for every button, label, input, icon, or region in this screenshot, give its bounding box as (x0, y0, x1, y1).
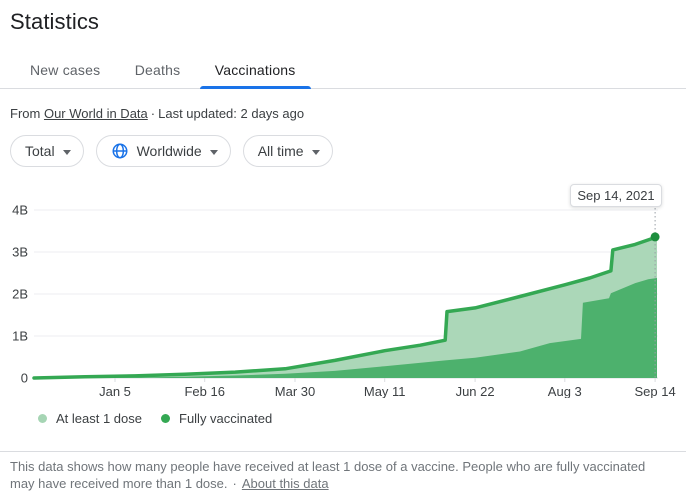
series-area-1 (34, 278, 657, 378)
series-area-0 (34, 236, 657, 378)
vaccination-chart[interactable]: 0 1B 2B 3B 4B Jan 5 Feb 16 Mar 30 May 11 Jun 22 Au… (0, 183, 686, 398)
y-axis-label: 1B (12, 329, 28, 344)
source-link[interactable]: Our World in Data (43, 106, 148, 121)
series-line-0 (32, 235, 659, 380)
footer-text: This data shows how many people have rec… (10, 458, 670, 492)
globe-icon (111, 142, 129, 160)
tab-vaccinations[interactable]: Vaccinations (199, 54, 311, 89)
x-axis-label: May 11 (364, 384, 406, 398)
chart-tooltip: Sep 14, 2021 (570, 184, 662, 207)
y-axis-label: 0 (21, 371, 28, 386)
about-this-data-link[interactable]: About this data (241, 476, 329, 491)
data-description: This data shows how many people have rec… (10, 459, 646, 491)
x-axis-label: Aug 3 (548, 384, 582, 398)
y-axis-label: 2B (12, 287, 28, 302)
source-line: From Our World in Data · Last updated: 2 d… (10, 106, 686, 121)
last-updated-text: Last updated: 2 days ago (158, 106, 305, 121)
filter-row: Total Worldwide All time (10, 135, 686, 167)
dropdown-arrow-icon (209, 149, 218, 155)
chip-label: Worldwide (136, 143, 202, 159)
source-prefix: From (10, 106, 41, 121)
metric-filter-dropdown[interactable]: Total (10, 135, 84, 167)
x-axis-label: Feb 16 (184, 384, 224, 398)
dropdown-arrow-icon (311, 149, 320, 155)
x-axis-label: Jun 22 (456, 384, 495, 398)
y-axis-label: 4B (12, 203, 28, 218)
y-axis-label: 3B (12, 245, 28, 260)
x-axis-label: Sep 14 (634, 384, 675, 398)
legend-label: At least 1 dose (56, 411, 142, 426)
legend-item-fully-vaccinated: Fully vaccinated (161, 411, 272, 426)
legend-dot-dark-green (161, 414, 170, 423)
chip-label: Total (25, 143, 55, 159)
legend-label: Fully vaccinated (179, 411, 273, 426)
dropdown-arrow-icon (62, 149, 71, 155)
footer-separator: · (232, 476, 237, 491)
footer: This data shows how many people have rec… (0, 451, 686, 492)
statistics-panel: Statistics New cases Deaths Vaccinations… (0, 8, 686, 501)
legend-dot-light-green (38, 414, 47, 423)
region-filter-dropdown[interactable]: Worldwide (95, 135, 231, 167)
tab-bar: New cases Deaths Vaccinations (0, 54, 686, 89)
tab-deaths[interactable]: Deaths (120, 54, 196, 88)
tab-new-cases[interactable]: New cases (15, 54, 115, 88)
time-filter-dropdown[interactable]: All time (242, 135, 333, 167)
chip-label: All time (257, 143, 304, 159)
x-axis-label: Mar 30 (275, 384, 315, 398)
page-title: Statistics (10, 9, 100, 34)
legend-item-at-least-1-dose: At least 1 dose (38, 411, 142, 426)
chart-legend: At least 1 dose Fully vaccinated (38, 411, 686, 426)
chart-canvas: 0 1B 2B 3B 4B Jan 5 Feb 16 Mar 30 May 11 Jun 22 Au… (12, 203, 676, 399)
series-end-dot (650, 232, 660, 242)
source-separator: · (150, 106, 156, 121)
x-axis-label: Jan 5 (99, 384, 131, 398)
